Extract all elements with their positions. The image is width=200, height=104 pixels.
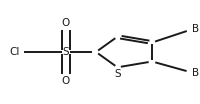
Text: Br: Br — [192, 68, 200, 78]
Text: Cl: Cl — [10, 47, 20, 57]
Text: S: S — [114, 69, 121, 79]
Text: O: O — [62, 18, 70, 28]
Text: O: O — [62, 76, 70, 86]
Text: S: S — [63, 47, 69, 57]
Text: Br: Br — [192, 24, 200, 34]
